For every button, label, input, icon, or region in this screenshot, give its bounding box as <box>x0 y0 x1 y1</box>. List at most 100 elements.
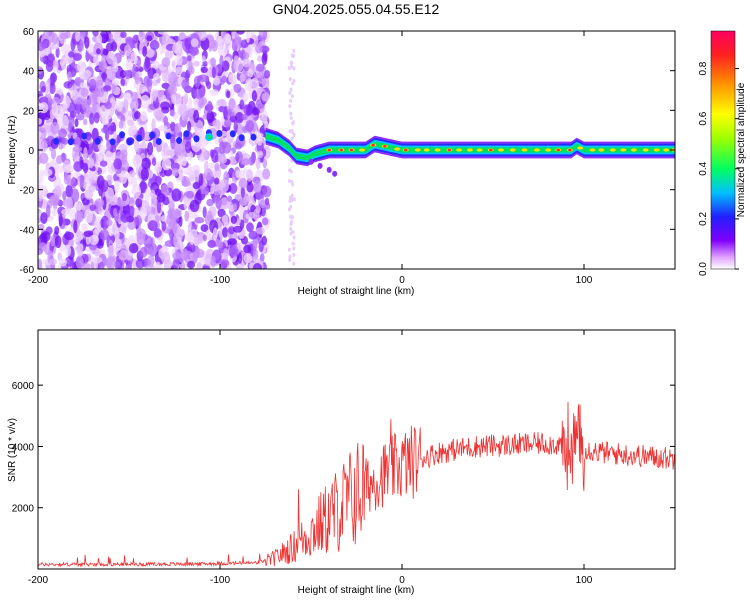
noise-speckle <box>144 188 151 203</box>
noise-speckle <box>170 136 176 150</box>
noise-speckle <box>255 157 261 170</box>
noise-speckle <box>181 180 191 187</box>
noise-speckle <box>147 255 155 268</box>
signal-blob <box>149 131 156 139</box>
noise-speckle <box>186 108 194 118</box>
noise-speckle <box>292 246 296 251</box>
noise-speckle <box>46 31 55 43</box>
noise-speckle <box>172 42 182 54</box>
noise-speckle <box>243 252 253 264</box>
signal-peak <box>663 148 670 152</box>
noise-speckle <box>50 194 60 206</box>
signal-blob <box>332 170 338 177</box>
colorbar-ticks: 0.0 0.2 0.4 0.6 0.8 <box>698 61 739 276</box>
noise-speckle <box>288 77 292 82</box>
noise-speckle <box>235 151 243 163</box>
noise-speckle <box>136 59 142 69</box>
noise-speckle <box>257 150 264 159</box>
noise-speckle <box>257 221 262 229</box>
noise-speckle <box>288 214 292 219</box>
noise-speckle <box>202 265 210 269</box>
noise-speckle <box>106 219 113 226</box>
noise-speckle <box>96 48 101 55</box>
noise-speckle <box>149 189 156 199</box>
signal-blob <box>94 137 101 145</box>
noise-speckle <box>135 198 143 208</box>
noise-speckle <box>57 165 65 173</box>
noise-speckle <box>151 60 160 70</box>
noise-speckle <box>178 103 188 118</box>
noise-speckle <box>160 184 169 194</box>
noise-speckle <box>45 204 51 218</box>
noise-speckle <box>49 82 56 95</box>
noise-speckle <box>85 234 91 245</box>
noise-speckle <box>134 66 144 73</box>
noise-speckle <box>94 250 101 257</box>
noise-speckle <box>157 31 168 35</box>
noise-speckle <box>202 206 207 218</box>
noise-speckle <box>291 121 295 126</box>
noise-speckle <box>219 178 230 193</box>
noise-speckle <box>156 200 162 214</box>
noise-speckle <box>139 206 148 220</box>
noise-speckle <box>153 228 162 238</box>
noise-speckle <box>245 31 250 44</box>
noise-speckle <box>38 258 43 269</box>
noise-speckle <box>105 256 116 269</box>
colorbar-tick-label: 0.6 <box>698 111 709 125</box>
signal-blob <box>81 132 88 140</box>
noise-speckle <box>193 119 204 133</box>
signal-peak <box>498 148 505 152</box>
noise-speckle <box>161 251 171 265</box>
noise-speckle <box>232 225 243 233</box>
signal-peak <box>359 148 366 152</box>
noise-speckle <box>114 230 120 240</box>
colorbar-tick-label: 0.2 <box>698 212 709 226</box>
snr-y-ticks: 2000 4000 6000 <box>12 381 675 515</box>
noise-speckle <box>224 37 231 44</box>
noise-speckle <box>75 101 82 115</box>
noise-speckle <box>105 150 113 164</box>
noise-speckle <box>240 153 251 160</box>
noise-speckle <box>51 208 57 217</box>
signal-blob <box>238 134 245 142</box>
signal-peak <box>509 148 516 152</box>
noise-speckle <box>229 183 238 194</box>
noise-speckle <box>60 43 71 55</box>
noise-speckle <box>216 99 226 107</box>
noise-speckle <box>99 179 109 193</box>
noise-speckle <box>131 184 142 198</box>
signal-blob <box>229 130 236 138</box>
noise-speckle <box>289 231 293 236</box>
noise-speckle <box>157 90 165 98</box>
noise-speckle <box>289 87 293 92</box>
noise-speckle <box>224 118 232 128</box>
noise-speckle <box>192 181 201 190</box>
noise-speckle <box>106 67 116 81</box>
noise-speckle <box>227 195 233 202</box>
y-tick-label: 6000 <box>12 381 35 392</box>
noise-speckle <box>255 226 266 235</box>
noise-speckle <box>51 102 59 117</box>
noise-speckle <box>118 249 129 261</box>
noise-speckle <box>79 174 84 188</box>
signal-peak <box>598 148 605 152</box>
noise-speckle <box>114 180 120 194</box>
noise-speckle <box>198 74 208 82</box>
noise-speckle <box>62 190 67 201</box>
noise-speckle <box>70 188 80 203</box>
signal-peak <box>545 148 552 152</box>
colorbar-tick-label: 0.0 <box>698 262 709 276</box>
snr-series-line <box>38 401 675 568</box>
noise-speckle <box>165 213 176 226</box>
noise-speckle <box>262 185 272 198</box>
y-tick-label: 60 <box>23 27 35 38</box>
noise-speckle <box>211 66 216 79</box>
noise-speckle <box>129 170 136 177</box>
noise-speckle <box>67 71 72 83</box>
noise-speckle <box>261 110 268 124</box>
noise-speckle <box>120 78 126 86</box>
noise-speckle <box>56 155 63 165</box>
noise-speckle <box>161 82 171 89</box>
noise-speckle <box>61 208 70 216</box>
